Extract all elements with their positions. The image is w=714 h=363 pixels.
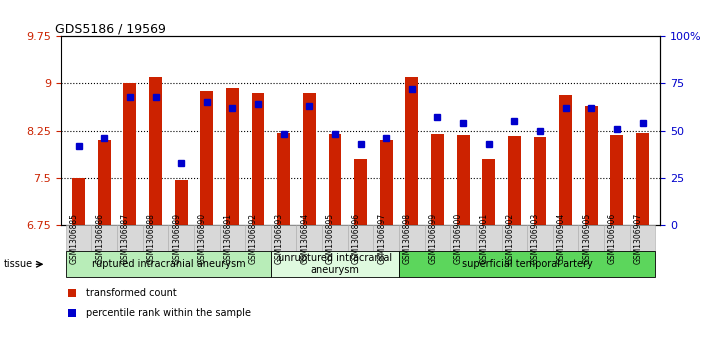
Bar: [380, 140, 393, 225]
Text: GSM1306902: GSM1306902: [506, 213, 514, 264]
Bar: [98, 140, 111, 225]
Text: GSM1306898: GSM1306898: [403, 213, 412, 264]
Text: GSM1306894: GSM1306894: [301, 213, 309, 264]
Bar: [124, 83, 136, 225]
Text: GSM1306905: GSM1306905: [582, 212, 591, 264]
Text: unruptured intracranial
aneurysm: unruptured intracranial aneurysm: [278, 253, 392, 275]
Bar: [354, 159, 367, 225]
Bar: [431, 134, 444, 225]
Text: tissue: tissue: [4, 259, 33, 269]
Text: GSM1306897: GSM1306897: [377, 213, 386, 264]
Text: GSM1306907: GSM1306907: [633, 212, 643, 264]
Bar: [483, 159, 495, 225]
Bar: [72, 178, 85, 225]
Bar: [610, 135, 623, 225]
Text: GSM1306889: GSM1306889: [172, 213, 181, 264]
Bar: [303, 93, 316, 225]
Text: GSM1306891: GSM1306891: [223, 213, 233, 264]
Text: superficial temporal artery: superficial temporal artery: [462, 259, 593, 269]
Bar: [559, 95, 572, 225]
Text: GSM1306886: GSM1306886: [95, 213, 104, 264]
Bar: [175, 180, 188, 225]
Bar: [251, 93, 264, 225]
Bar: [328, 134, 341, 225]
Bar: [149, 77, 162, 225]
Text: GSM1306904: GSM1306904: [557, 212, 565, 264]
Text: GSM1306888: GSM1306888: [146, 213, 156, 264]
Text: GSM1306887: GSM1306887: [121, 213, 130, 264]
Text: GSM1306899: GSM1306899: [428, 213, 438, 264]
Text: GSM1306885: GSM1306885: [70, 213, 79, 264]
Bar: [201, 91, 213, 225]
Text: GSM1306896: GSM1306896: [351, 213, 361, 264]
Text: percentile rank within the sample: percentile rank within the sample: [86, 308, 251, 318]
Text: GSM1306892: GSM1306892: [249, 213, 258, 264]
Bar: [277, 132, 290, 225]
Bar: [457, 135, 470, 225]
Bar: [636, 132, 649, 225]
Bar: [533, 137, 546, 225]
Text: GSM1306893: GSM1306893: [275, 213, 283, 264]
Text: GSM1306901: GSM1306901: [480, 213, 488, 264]
Bar: [226, 88, 238, 225]
Text: GSM1306900: GSM1306900: [454, 212, 463, 264]
Text: ruptured intracranial aneurysm: ruptured intracranial aneurysm: [91, 259, 245, 269]
Text: GSM1306903: GSM1306903: [531, 212, 540, 264]
Text: GSM1306906: GSM1306906: [608, 212, 617, 264]
Bar: [508, 136, 521, 225]
Text: GSM1306890: GSM1306890: [198, 213, 207, 264]
Text: GSM1306895: GSM1306895: [326, 213, 335, 264]
Text: GDS5186 / 19569: GDS5186 / 19569: [55, 22, 166, 35]
Bar: [585, 106, 598, 225]
Text: transformed count: transformed count: [86, 288, 176, 298]
Bar: [406, 77, 418, 225]
